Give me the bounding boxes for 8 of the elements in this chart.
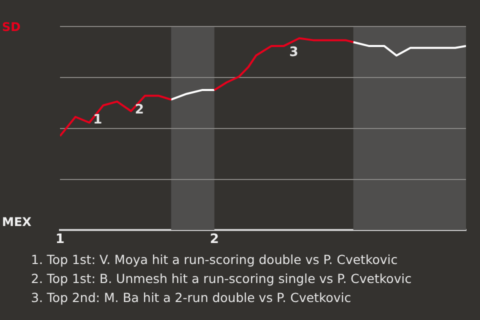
text: MEX: [2, 215, 32, 230]
text: 3. Top 2nd: M. Ba hit a 2-run double vs P. Cvetkovic: [31, 289, 352, 307]
annotation: 2: [134, 102, 144, 118]
text: 2. Top 1st: B. Unmesh hit a run-scoring single vs P. Cvetkovic: [31, 270, 413, 288]
annotation: 1: [93, 112, 102, 128]
annotation: 3: [289, 45, 298, 60]
text: SD: [2, 20, 21, 34]
text: 1. Top 1st: V. Moya hit a run-scoring double vs P. Cvetkovic: [31, 251, 399, 269]
